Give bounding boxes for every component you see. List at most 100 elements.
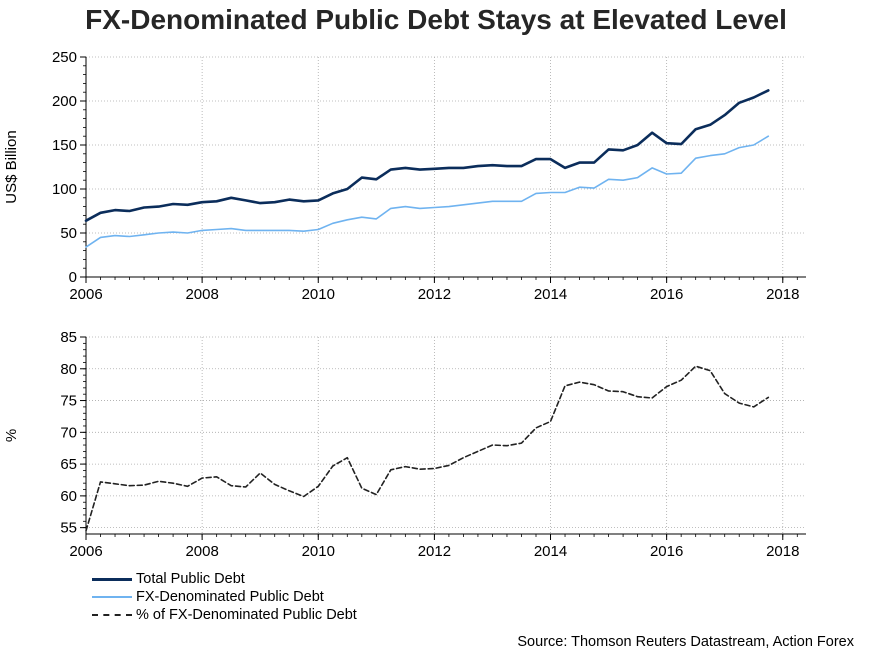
data-point-pct [361,487,363,489]
data-point-pct [622,391,624,393]
data-point-fx [564,191,566,193]
data-point-fx [462,204,464,206]
data-point-pct [477,450,479,452]
data-point-pct [186,485,188,487]
data-point-fx [201,229,203,231]
data-point-total [172,203,174,205]
data-point-total [390,168,392,170]
legend-swatch-fx [92,596,132,598]
data-point-fx [85,246,87,248]
data-point-fx [651,167,653,169]
data-point-fx [259,229,261,231]
lower-y-tick-label-0: 55 [60,520,77,537]
data-point-pct [433,467,435,469]
data-point-total [767,89,769,91]
upper-y-tick-label-3: 150 [52,137,77,154]
data-point-total [622,149,624,151]
data-point-pct [288,490,290,492]
data-point-total [724,114,726,116]
upper-y-tick-label-1: 50 [60,225,77,242]
data-point-pct [564,385,566,387]
data-point-pct [578,381,580,383]
data-point-fx [695,157,697,159]
data-point-total [274,201,276,203]
data-point-pct [215,476,217,478]
upper-y-tick-label-4: 200 [52,93,77,110]
data-point-fx [506,200,508,202]
data-point-pct [346,457,348,459]
data-point-total [259,202,261,204]
data-point-total [636,144,638,146]
upper-y-tick-label-2: 100 [52,181,77,198]
lower-x-tick-label-6: 2018 [766,543,799,560]
data-point-pct [636,396,638,398]
data-point-fx [636,176,638,178]
data-point-total [215,200,217,202]
data-point-total [128,210,130,212]
series-line-fx [85,135,770,248]
data-point-fx [753,144,755,146]
data-point-fx [578,186,580,188]
data-point-fx [491,200,493,202]
series-line-total [84,89,770,222]
data-point-total [346,188,348,190]
data-point-total [186,204,188,206]
data-point-fx [332,222,334,224]
data-point-pct [259,472,261,474]
lower-y-axis-title: % [3,429,20,442]
data-point-pct [172,482,174,484]
data-point-fx [520,200,522,202]
lower-x-tick-label-5: 2016 [650,543,683,560]
data-point-pct [448,464,450,466]
data-point-total [288,198,290,200]
data-point-fx [535,192,537,194]
data-point-total [738,102,740,104]
data-point-fx [607,178,609,180]
data-point-fx [143,234,145,236]
lower-x-tick-label-3: 2012 [418,543,451,560]
data-point-fx [419,207,421,209]
data-point-pct [665,385,667,387]
data-point-total [535,158,537,160]
upper-x-tick-label-0: 2006 [69,286,102,303]
lower-y-tick-label-5: 80 [60,361,77,378]
data-point-fx [549,191,551,193]
data-point-total [578,161,580,163]
data-point-total [491,164,493,166]
data-point-total [143,206,145,208]
data-point-pct [230,485,232,487]
data-point-fx [738,146,740,148]
data-point-fx [361,216,363,218]
lower-y-tick-label-4: 75 [60,393,77,410]
data-point-total [753,96,755,98]
data-point-fx [433,206,435,208]
data-point-fx [622,179,624,181]
lower-y-tick-label-2: 65 [60,456,77,473]
data-point-pct [390,469,392,471]
lower-x-tick-label-1: 2008 [185,543,218,560]
data-point-total [361,176,363,178]
data-point-fx [274,229,276,231]
data-point-pct [593,384,595,386]
data-point-fx [346,219,348,221]
data-point-pct [709,370,711,372]
data-point-pct [85,530,87,532]
data-point-fx [709,154,711,156]
data-point-total [462,167,464,169]
data-point-pct [419,468,421,470]
data-point-total [375,178,377,180]
data-point-total [404,167,406,169]
data-point-fx [390,207,392,209]
lower-x-tick-label-4: 2014 [534,543,567,560]
legend-label-fx: FX-Denominated Public Debt [136,589,324,605]
data-point-fx [404,205,406,207]
data-point-pct [157,480,159,482]
data-point-total [114,209,116,211]
data-point-total [303,200,305,202]
upper-x-tick-label-2: 2010 [302,286,335,303]
data-point-fx [288,229,290,231]
data-point-pct [491,444,493,446]
data-point-total [564,167,566,169]
data-point-fx [99,236,101,238]
data-point-pct [738,402,740,404]
